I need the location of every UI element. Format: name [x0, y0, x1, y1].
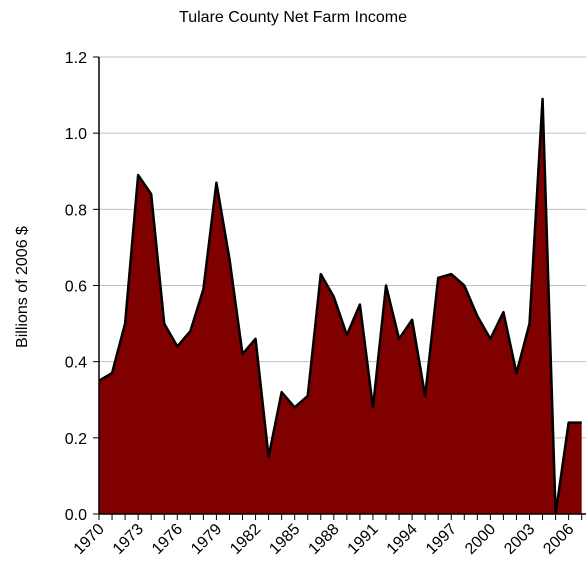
y-axis-title: Billions of 2006 $ — [14, 226, 31, 348]
area-clip-group — [99, 97, 582, 514]
x-tick-label-1988: 1988 — [305, 521, 342, 558]
x-tick-label-1985: 1985 — [266, 521, 303, 558]
x-tick-label-1994: 1994 — [384, 521, 421, 558]
x-tick-label-1979: 1979 — [188, 521, 225, 558]
axes — [98, 57, 586, 520]
y-tick-label-0.8: 0.8 — [65, 202, 87, 219]
y-tick-label-0.4: 0.4 — [65, 355, 87, 372]
x-tick-label-1973: 1973 — [110, 521, 147, 558]
y-tick-label-0.0: 0.0 — [65, 507, 87, 524]
series-line — [99, 97, 582, 514]
x-tick-label-2000: 2000 — [462, 521, 499, 558]
x-tick-label-1997: 1997 — [423, 521, 460, 558]
x-tick-label-1976: 1976 — [149, 521, 186, 558]
y-tick-label-0.2: 0.2 — [65, 431, 87, 448]
area-fill — [99, 98, 582, 514]
x-tick-labels: 1970 1973 1976 1979 1982 1985 1988 1991 1994 1997… — [71, 521, 578, 558]
y-tick-label-1.2: 1.2 — [65, 50, 87, 67]
x-tick-label-1991: 1991 — [345, 521, 382, 558]
y-tick-label-0.6: 0.6 — [65, 279, 87, 296]
x-tick-label-2003: 2003 — [501, 521, 538, 558]
chart-title: Tulare County Net Farm Income — [179, 9, 407, 26]
x-tick-label-1982: 1982 — [227, 521, 264, 558]
area-series — [99, 97, 582, 514]
y-tick-labels: 0.0 0.2 0.4 0.6 0.8 1.0 1.2 — [65, 50, 87, 524]
x-tick-label-2006: 2006 — [540, 521, 577, 558]
x-tick-label-1970: 1970 — [71, 521, 108, 558]
y-tick-label-1.0: 1.0 — [65, 126, 87, 143]
